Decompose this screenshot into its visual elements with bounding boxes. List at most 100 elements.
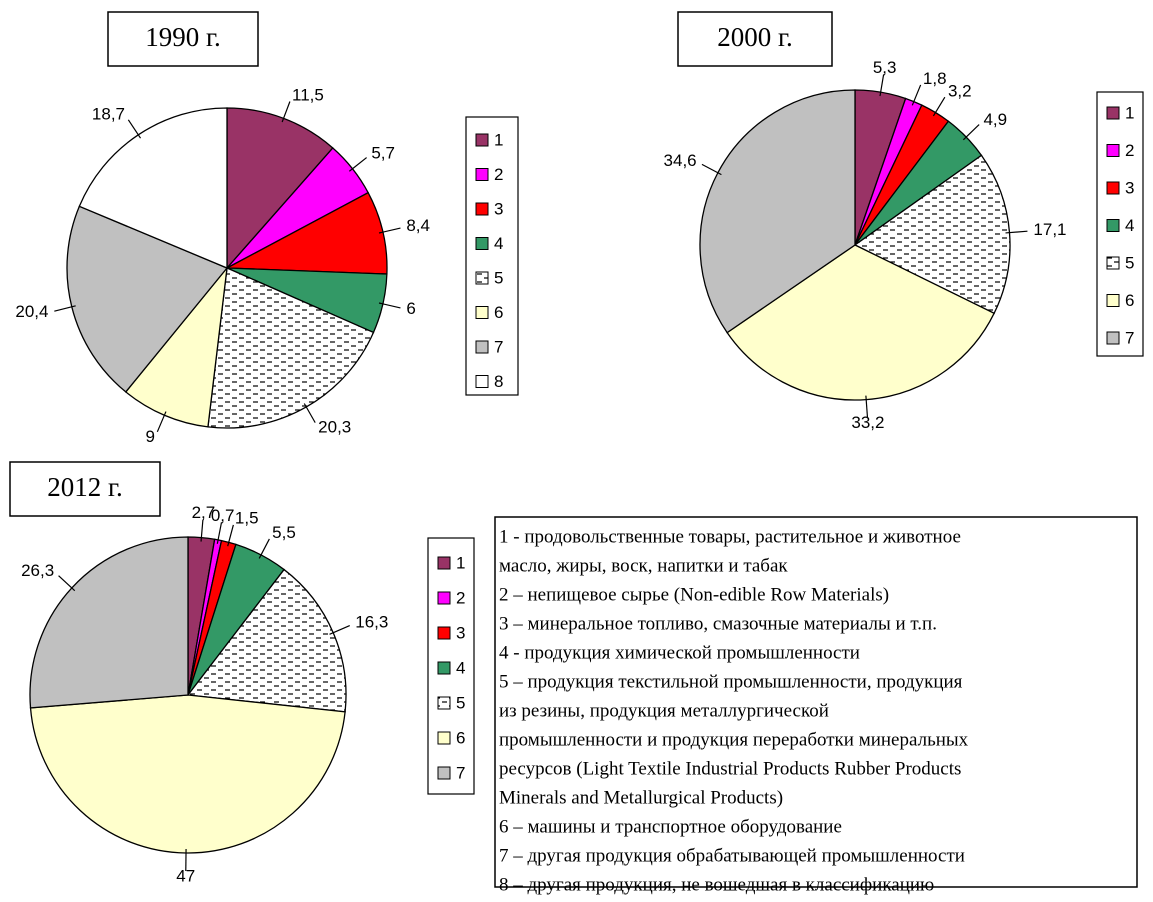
- legend-text-line: масло, жиры, воск, напитки и табак: [499, 555, 788, 576]
- data-label: 3,2: [948, 82, 972, 101]
- chart-title: 1990 г.: [145, 22, 221, 52]
- legend-label: 2: [456, 588, 465, 607]
- leader-line: [281, 101, 291, 123]
- legend-swatch: [437, 696, 451, 710]
- leader-line: [701, 163, 722, 176]
- legend-label: 4: [494, 234, 503, 253]
- data-label: 6: [406, 299, 415, 318]
- leader-line: [127, 119, 142, 139]
- leader-line: [378, 227, 401, 234]
- legend-text-line: 6 – машины и транспортное оборудование: [499, 816, 842, 837]
- legend: [427, 537, 475, 795]
- legend-text-box: [494, 516, 1138, 888]
- legend-label: 3: [494, 199, 503, 218]
- legend-swatch: [1106, 106, 1120, 120]
- data-label: 26,3: [21, 561, 54, 580]
- legend-text-line: 4 - продукция химической промышленности: [499, 642, 860, 663]
- leader-line: [216, 522, 223, 544]
- legend-swatch: [475, 133, 489, 147]
- data-label: 47: [176, 866, 195, 885]
- legend-swatch: [475, 202, 489, 216]
- legend-label: 6: [494, 303, 503, 322]
- data-label: 20,4: [15, 302, 48, 321]
- leader-line: [911, 84, 922, 106]
- data-label: 33,2: [851, 413, 884, 432]
- legend-label: 2: [494, 165, 503, 184]
- legend-swatch: [475, 237, 489, 250]
- legend-text-line: 8 – другая продукция, не вошедшая в клас…: [499, 874, 934, 895]
- leader-line: [227, 524, 234, 547]
- leader-line: [378, 302, 401, 309]
- legend-swatch: [475, 271, 489, 285]
- chart-title: 2000 г.: [717, 22, 793, 52]
- leader-line: [58, 575, 76, 592]
- leader-line: [329, 625, 350, 635]
- data-label: 34,6: [664, 151, 697, 170]
- leader-line: [962, 124, 980, 141]
- title-box: [107, 11, 259, 67]
- legend-swatch: [437, 591, 451, 605]
- legend-label: 1: [494, 130, 503, 149]
- legend-swatch: [437, 766, 451, 780]
- legend-swatch: [437, 661, 451, 675]
- leader-line: [303, 403, 316, 423]
- legend-label: 8: [494, 372, 503, 391]
- legend-label: 1: [456, 553, 465, 572]
- legend-text-line: 7 – другая продукция обрабатывающей пром…: [499, 845, 965, 866]
- data-label: 1,8: [923, 69, 947, 88]
- data-label: 9: [146, 427, 155, 446]
- legend-text-line: промышленности и продукция переработки м…: [499, 729, 969, 750]
- leader-line: [932, 96, 946, 117]
- legend-label: 5: [494, 268, 503, 287]
- data-label: 2,7: [192, 503, 216, 522]
- legend-swatch: [1106, 219, 1120, 232]
- legend-swatch: [437, 731, 451, 745]
- data-label: 16,3: [355, 613, 388, 632]
- data-label: 20,3: [318, 417, 351, 436]
- leader-line: [865, 395, 869, 418]
- data-label: 5,5: [272, 523, 296, 542]
- title-box: [677, 11, 833, 67]
- data-label: 0,7: [211, 506, 235, 525]
- legend-text-line: 5 – продукция текстильной промышленности…: [499, 671, 963, 692]
- title-box: [9, 461, 161, 517]
- legend-text-line: 3 – минеральное топливо, смазочные матер…: [499, 613, 937, 634]
- legend-label: 7: [1125, 328, 1134, 347]
- data-label: 5,7: [371, 143, 395, 162]
- legend-swatch: [475, 168, 489, 181]
- legend-swatch: [475, 375, 489, 388]
- legend-text-line: Minerals and Metallurgical Products): [499, 787, 783, 808]
- legend-swatch: [475, 340, 489, 354]
- legend-text-line: 1 - продовольственные товары, растительн…: [499, 526, 961, 547]
- legend-swatch: [475, 306, 489, 319]
- legend-label: 7: [456, 763, 465, 782]
- leader-line: [54, 305, 76, 312]
- legend-text-line: ресурсов (Light Textile Industrial Produ…: [499, 758, 961, 779]
- leader-line: [879, 74, 885, 97]
- leader-line: [156, 411, 167, 433]
- data-label: 18,7: [92, 104, 125, 123]
- legend-label: 2: [1125, 141, 1134, 160]
- legend-label: 1: [1125, 103, 1134, 122]
- legend: [465, 116, 519, 396]
- legend-label: 7: [494, 337, 503, 356]
- chart-title: 2012 г.: [47, 472, 123, 502]
- legend-swatch: [1106, 331, 1120, 345]
- data-label: 17,1: [1033, 220, 1066, 239]
- legend-label: 5: [1125, 253, 1134, 272]
- legend-label: 4: [1125, 216, 1134, 235]
- legend-label: 3: [1125, 178, 1134, 197]
- legend-label: 4: [456, 658, 465, 677]
- legend-swatch: [437, 626, 451, 640]
- leader-line: [348, 157, 367, 172]
- legend-swatch: [437, 556, 451, 570]
- data-label: 5,3: [873, 58, 897, 77]
- legend-text-line: 2 – непищевое сырье (Non-edible Row Mate…: [499, 584, 889, 605]
- legend-swatch: [1106, 294, 1120, 307]
- data-label: 11,5: [292, 85, 324, 104]
- legend-label: 5: [456, 693, 465, 712]
- leader-line: [200, 519, 204, 542]
- leader-line: [1005, 230, 1028, 234]
- legend-text-line: из резины, продукция металлургической: [499, 700, 829, 721]
